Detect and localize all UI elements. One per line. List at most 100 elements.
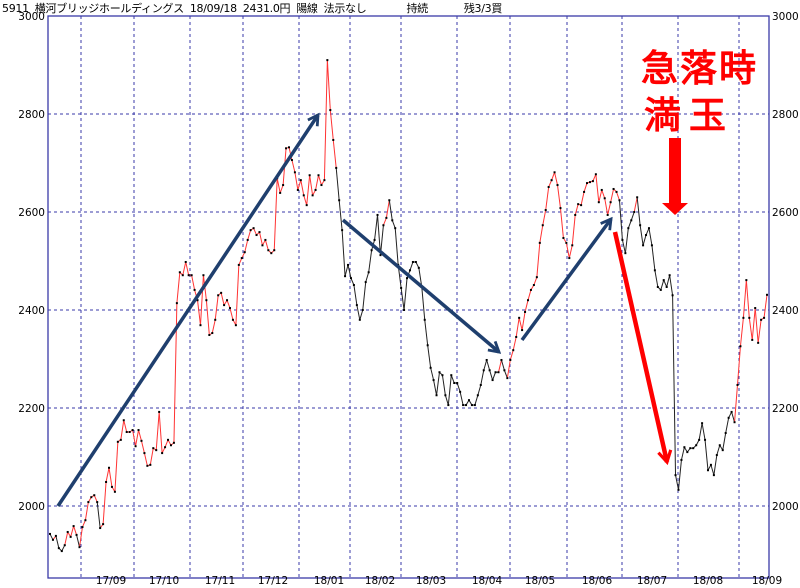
price-segment (509, 350, 514, 361)
price-segment (524, 300, 529, 313)
price-segment (120, 420, 125, 440)
price-segment (155, 411, 160, 451)
price-point (429, 366, 432, 369)
price-point (695, 444, 698, 447)
y-tick-label-left: 2400 (18, 305, 45, 317)
price-segment (418, 267, 423, 288)
price-point (642, 244, 645, 247)
price-point (583, 190, 586, 193)
price-segment (303, 195, 308, 206)
y-axis-left: 2000 2200 2400 2600 2800 3000 (18, 11, 45, 513)
price-point (329, 109, 332, 112)
price-point (692, 447, 695, 450)
price-point (305, 204, 308, 207)
price-point (479, 383, 482, 386)
price-segment (565, 242, 570, 259)
y-tick-label-right: 2000 (772, 501, 799, 513)
price-point (81, 526, 84, 529)
price-point (733, 421, 736, 424)
price-segment (654, 270, 659, 288)
price-point (223, 304, 226, 307)
price-point (597, 201, 600, 204)
price-point (296, 188, 299, 191)
price-segment (108, 467, 113, 487)
annotation-full-position-text: 満玉 (644, 94, 734, 137)
price-segment (79, 526, 83, 548)
price-point (423, 318, 426, 321)
price-point (311, 194, 314, 197)
price-segment (105, 467, 110, 483)
price-segment (138, 429, 142, 441)
price-point (606, 213, 609, 216)
price-segment (306, 175, 311, 206)
price-segment (624, 228, 629, 254)
price-segment (114, 441, 119, 492)
price-point (113, 490, 116, 493)
price-segment (651, 245, 656, 271)
price-segment (554, 172, 558, 186)
price-segment (164, 439, 169, 448)
price-segment (149, 448, 154, 465)
price-segment (377, 214, 381, 256)
price-segment (527, 289, 532, 301)
price-point (290, 159, 293, 162)
price-segment (436, 372, 440, 396)
price-point (482, 369, 485, 372)
y-tick-label-right: 2400 (772, 305, 799, 317)
price-point (653, 269, 656, 272)
price-segment (627, 220, 632, 229)
x-tick-label: 18/03 (416, 575, 446, 587)
price-point (355, 304, 358, 307)
plot-frame (47, 15, 770, 579)
price-point (760, 318, 763, 321)
price-point (538, 241, 541, 244)
price-point (237, 263, 240, 266)
price-segment (332, 139, 337, 168)
price-point (255, 234, 258, 237)
price-point (214, 318, 217, 321)
price-segment (211, 319, 216, 334)
price-point (745, 279, 748, 282)
price-segment (739, 317, 744, 347)
price-point (49, 532, 51, 535)
price-point (317, 174, 320, 177)
price-segment (323, 60, 328, 181)
price-point (220, 291, 223, 294)
price-point (630, 219, 633, 222)
price-segment (427, 345, 432, 368)
price-segment (680, 447, 685, 461)
price-point (344, 275, 347, 278)
price-point (146, 464, 149, 467)
price-point (456, 382, 459, 385)
price-point (594, 173, 597, 176)
price-point (435, 394, 438, 397)
price-segment (500, 359, 505, 371)
price-segment (731, 411, 736, 423)
price-point (485, 358, 488, 361)
price-point (680, 458, 683, 461)
price-point (358, 318, 361, 321)
price-segment (536, 242, 541, 278)
price-point (562, 236, 565, 239)
price-segment (456, 382, 461, 392)
price-segment (93, 495, 98, 503)
price-segment (610, 188, 615, 203)
price-point (553, 171, 556, 174)
price-point (763, 316, 766, 319)
price-point (574, 213, 577, 216)
price-point (417, 266, 420, 269)
price-point (110, 485, 113, 488)
price-point (75, 533, 78, 536)
price-segment (583, 182, 588, 193)
price-segment (492, 372, 497, 381)
price-point (453, 382, 456, 385)
price-segment (704, 439, 709, 471)
price-point (84, 519, 87, 522)
price-point (515, 335, 518, 338)
price-point (444, 394, 447, 397)
price-segment (353, 284, 358, 306)
price-point (665, 285, 668, 288)
price-point (119, 438, 122, 441)
price-point (736, 383, 739, 386)
price-segment (55, 535, 60, 549)
